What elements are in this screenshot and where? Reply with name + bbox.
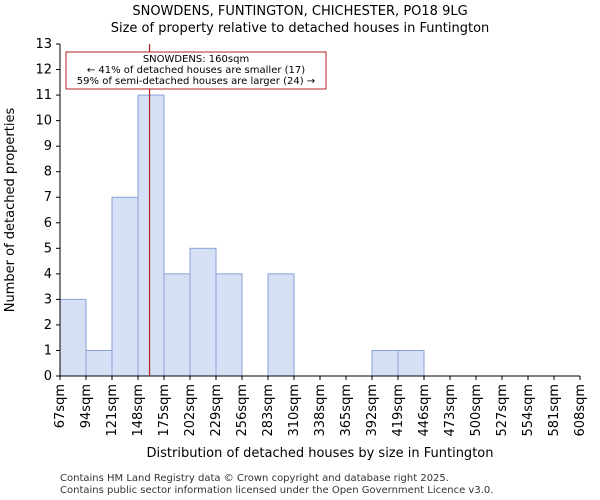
y-tick-label-4: 4 [44,267,52,282]
y-tick-label-7: 7 [44,190,52,205]
y-tick-label-9: 9 [44,139,52,154]
x-tick-label-229sqm: 229sqm [209,384,224,437]
x-tick-label-338sqm: 338sqm [313,384,328,437]
y-tick-label-13: 13 [35,37,52,52]
y-axis-label: Number of detached properties [3,108,18,313]
x-tick-label-419sqm: 419sqm [391,384,406,437]
y-tick-label-3: 3 [44,292,52,307]
x-tick-label-175sqm: 175sqm [157,384,172,437]
y-tick-label-1: 1 [44,343,52,358]
x-tick-label-148sqm: 148sqm [131,384,146,437]
x-tick-label-527sqm: 527sqm [495,384,510,437]
bar-175sqm [163,273,191,377]
annotation-line-1: SNOWDENS: 160sqm [143,54,249,65]
bar-202sqm [189,247,217,377]
bar-419sqm [397,349,425,377]
x-tick-label-608sqm: 608sqm [573,384,588,437]
x-tick-label-121sqm: 121sqm [105,384,120,437]
bar-121sqm [111,196,139,377]
annotation-line-2: ← 41% of detached houses are smaller (17… [87,65,305,76]
x-axis-label: Distribution of detached houses by size … [147,446,494,461]
x-tick-label-67sqm: 67sqm [53,384,68,428]
y-tick-label-12: 12 [35,63,52,78]
x-tick-label-446sqm: 446sqm [417,384,432,437]
x-tick-label-202sqm: 202sqm [183,384,198,437]
y-tick-label-10: 10 [35,114,52,129]
footer-line-2: Contains public sector information licen… [60,485,494,496]
x-tick-label-473sqm: 473sqm [443,384,458,437]
x-tick-label-94sqm: 94sqm [79,384,94,428]
bar-392sqm [371,349,399,377]
x-tick-label-283sqm: 283sqm [261,384,276,437]
y-tick-label-6: 6 [44,216,52,231]
y-tick-label-8: 8 [44,165,52,180]
bar-94sqm [85,349,113,377]
chart-title: SNOWDENS, FUNTINGTON, CHICHESTER, PO18 9… [132,4,468,19]
chart-subtitle: Size of property relative to detached ho… [110,21,490,36]
x-tick-label-554sqm: 554sqm [521,384,536,437]
y-tick-label-11: 11 [35,88,52,103]
bar-148sqm [137,94,165,377]
footer-line-1: Contains HM Land Registry data © Crown c… [60,473,449,484]
y-tick-label-2: 2 [44,318,52,333]
annotation-line-3: 59% of semi-detached houses are larger (… [77,76,315,87]
bar-283sqm [267,273,295,377]
x-tick-label-581sqm: 581sqm [547,384,562,437]
bar-229sqm [215,273,243,377]
y-tick-label-0: 0 [44,369,52,384]
x-tick-label-256sqm: 256sqm [235,384,250,437]
x-tick-label-500sqm: 500sqm [469,384,484,437]
bar-67sqm [59,298,87,377]
annotation-box [65,51,327,90]
x-tick-label-365sqm: 365sqm [339,384,354,437]
x-tick-label-310sqm: 310sqm [287,384,302,437]
x-tick-label-392sqm: 392sqm [365,384,380,437]
y-tick-label-5: 5 [44,241,52,256]
